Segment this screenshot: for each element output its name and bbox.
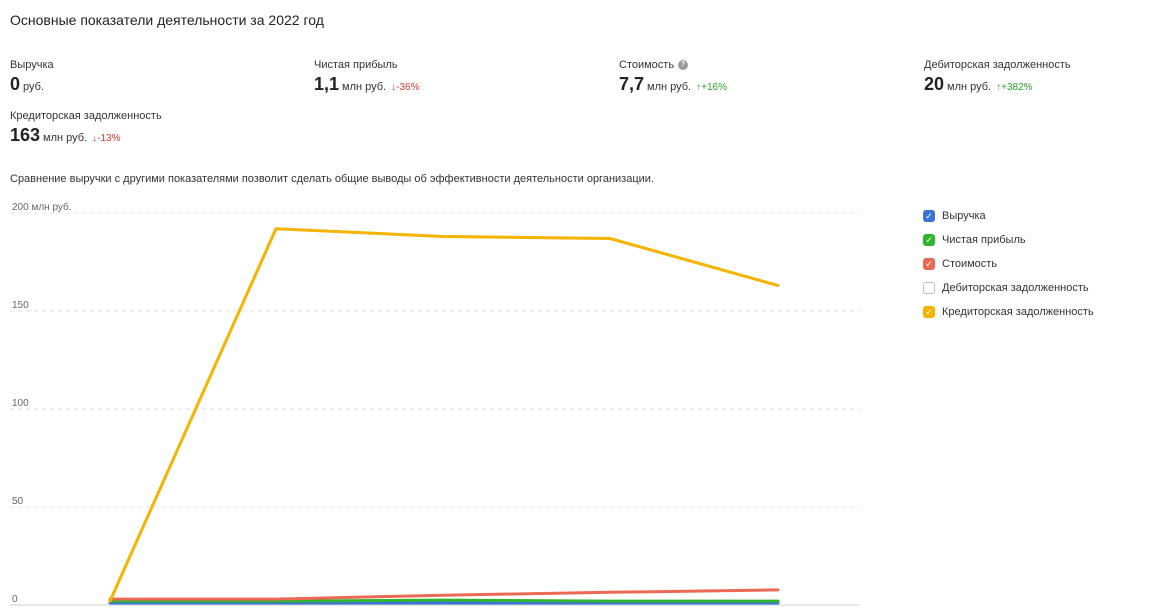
- series-line: [108, 588, 780, 601]
- legend-label: Стоимость: [942, 258, 998, 270]
- metric-receivables: Дебиторская задолженность 20 млн руб. ↑+…: [924, 59, 1071, 95]
- chart-description: Сравнение выручки с другими показателями…: [10, 173, 654, 185]
- y-tick-label: 0: [12, 594, 18, 605]
- legend-label: Кредиторская задолженность: [942, 306, 1094, 318]
- y-tick-label: 100: [12, 398, 29, 409]
- y-tick-label: 150: [12, 300, 29, 311]
- metric-unit: млн руб.: [43, 132, 88, 144]
- metric-unit: руб.: [23, 81, 44, 93]
- legend-label: Чистая прибыль: [942, 234, 1026, 246]
- metric-label-row: Стоимость ?: [619, 59, 727, 71]
- help-circle-icon[interactable]: ?: [678, 60, 689, 70]
- metric-change: ↓-13%: [92, 133, 121, 144]
- metric-change: ↓-36%: [391, 82, 420, 93]
- series-line: [108, 598, 780, 603]
- metric-value: 7,7: [619, 74, 645, 94]
- metric-unit: млн руб.: [342, 81, 387, 93]
- metric-label: Дебиторская задолженность: [924, 59, 1071, 71]
- legend-label: Дебиторская задолженность: [942, 282, 1089, 294]
- legend-item-receivables[interactable]: ✓ Дебиторская задолженность: [923, 276, 1094, 300]
- metric-value: 0: [10, 74, 21, 94]
- chart-legend: ✓ Выручка ✓ Чистая прибыль ✓ Стоимость ✓…: [923, 204, 1094, 324]
- metric-unit: млн руб.: [647, 81, 692, 93]
- legend-item-revenue[interactable]: ✓ Выручка: [923, 204, 1094, 228]
- metric-revenue: Выручка 0 руб.: [10, 59, 54, 95]
- metric-label: Кредиторская задолженность: [10, 110, 162, 122]
- legend-item-payables[interactable]: ✓ Кредиторская задолженность: [923, 300, 1094, 324]
- checkbox-icon[interactable]: ✓: [923, 282, 935, 294]
- metric-value: 163: [10, 125, 41, 145]
- checkbox-icon[interactable]: ✓: [923, 306, 935, 318]
- y-tick-label: 200 млн руб.: [12, 201, 72, 213]
- legend-item-cost[interactable]: ✓ Стоимость: [923, 252, 1094, 276]
- metric-label: Выручка: [10, 59, 54, 71]
- metric-value: 20: [924, 74, 945, 94]
- legend-item-net-profit[interactable]: ✓ Чистая прибыль: [923, 228, 1094, 252]
- checkbox-icon[interactable]: ✓: [923, 234, 935, 246]
- metric-label: Стоимость: [619, 59, 675, 71]
- series-line: [108, 227, 780, 603]
- page-title: Основные показатели деятельности за 2022…: [10, 12, 324, 28]
- checkbox-icon[interactable]: ✓: [923, 210, 935, 222]
- metric-value: 1,1: [314, 74, 340, 94]
- y-tick-label: 50: [12, 496, 24, 507]
- line-chart-svg: 200 млн руб. 150 100 50 0: [10, 201, 860, 606]
- metric-label: Чистая прибыль: [314, 59, 398, 71]
- metric-cost: Стоимость ? 7,7 млн руб. ↑+16%: [619, 59, 727, 95]
- metric-net-profit: Чистая прибыль 1,1 млн руб. ↓-36%: [314, 59, 419, 95]
- checkbox-icon[interactable]: ✓: [923, 258, 935, 270]
- metric-payables: Кредиторская задолженность 163 млн руб. …: [10, 110, 162, 146]
- legend-label: Выручка: [942, 210, 986, 222]
- line-chart: 200 млн руб. 150 100 50 0: [0, 196, 880, 610]
- metric-change: ↑+16%: [696, 82, 727, 93]
- metric-unit: млн руб.: [947, 81, 992, 93]
- metric-change: ↑+382%: [996, 82, 1033, 93]
